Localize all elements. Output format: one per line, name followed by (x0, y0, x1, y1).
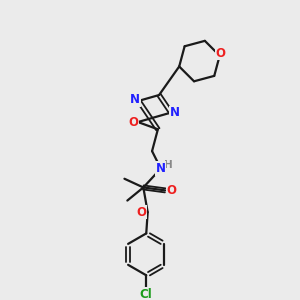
Text: O: O (136, 206, 146, 219)
Text: N: N (156, 162, 166, 175)
Text: Cl: Cl (140, 288, 153, 300)
Text: O: O (129, 116, 139, 128)
Text: O: O (215, 47, 225, 60)
Text: N: N (130, 93, 140, 106)
Text: N: N (169, 106, 179, 119)
Text: O: O (167, 184, 176, 197)
Text: H: H (164, 160, 172, 170)
